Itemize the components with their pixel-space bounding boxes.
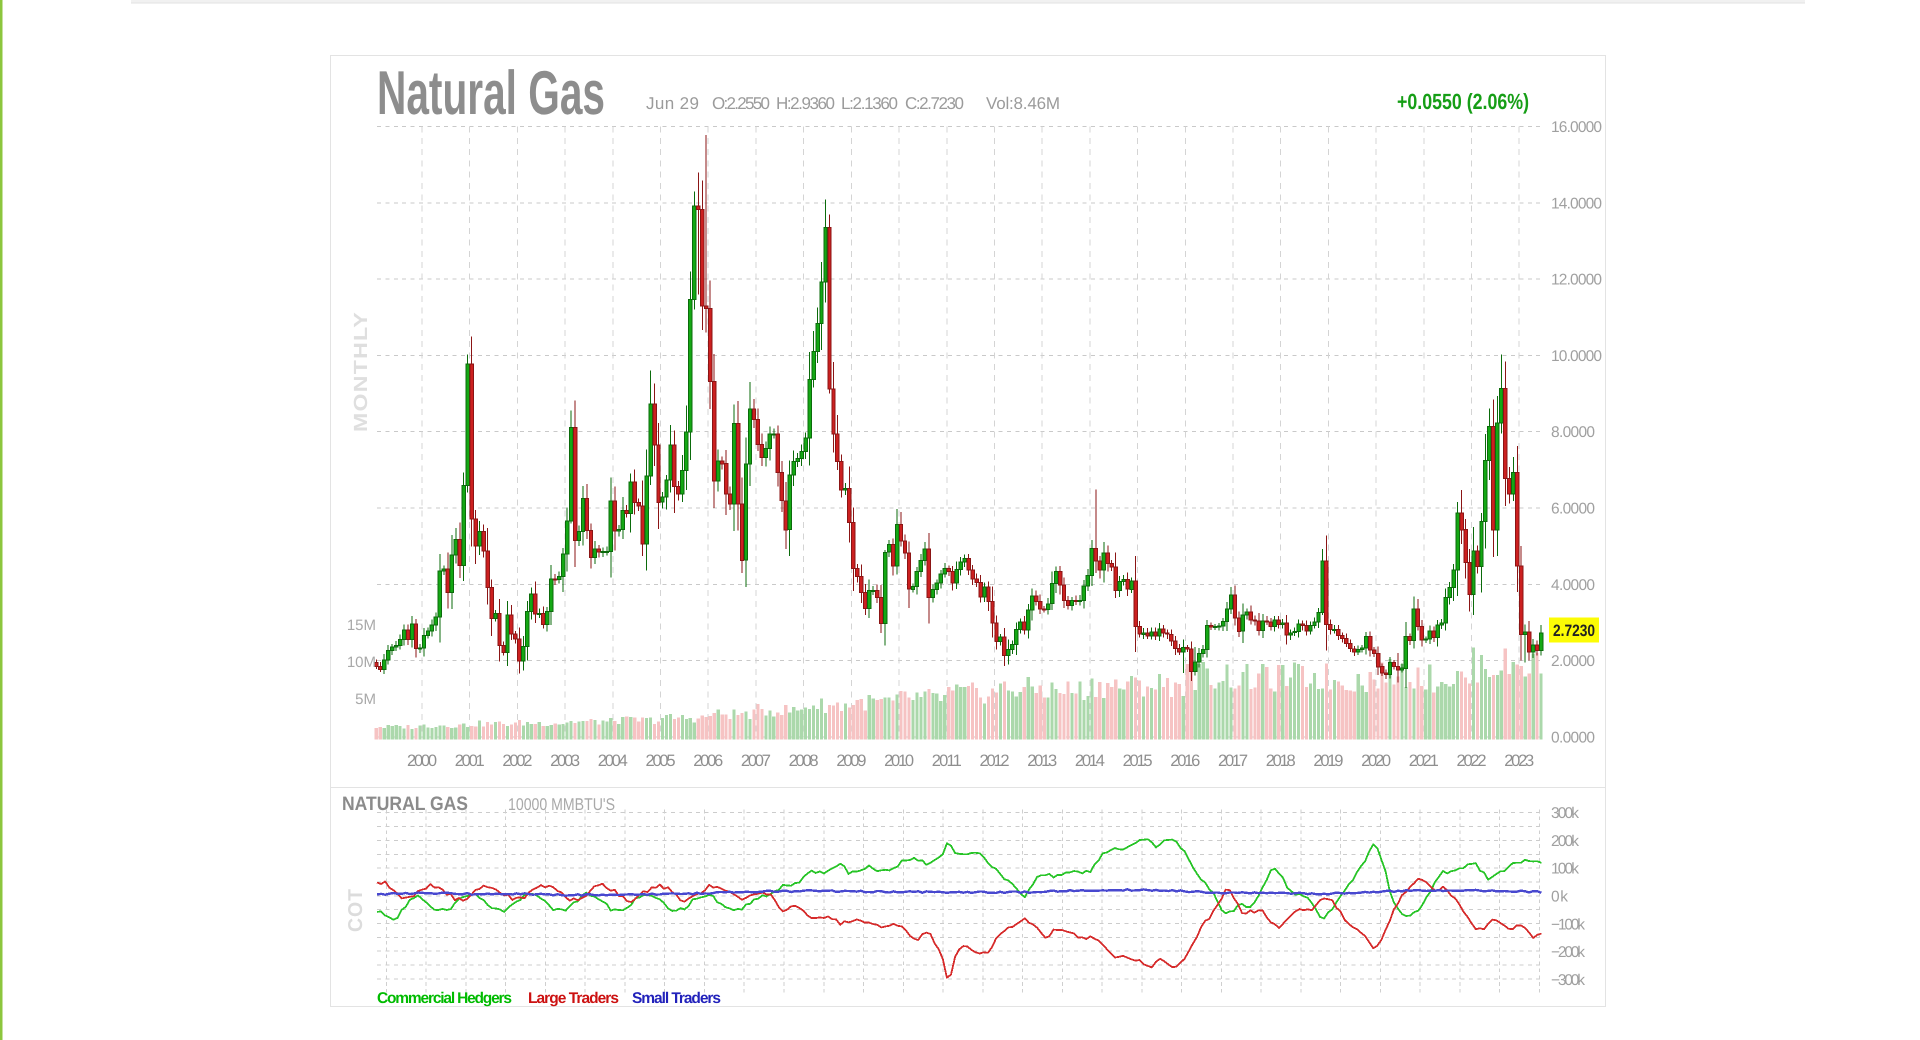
svg-text:2020: 2020 bbox=[1361, 752, 1391, 770]
svg-text:−300k: −300k bbox=[1551, 972, 1585, 989]
svg-text:2002: 2002 bbox=[502, 752, 532, 770]
svg-text:2017: 2017 bbox=[1218, 752, 1248, 770]
svg-text:O:2.2550: O:2.2550 bbox=[712, 94, 770, 113]
svg-text:0k: 0k bbox=[1551, 889, 1568, 906]
svg-text:2023: 2023 bbox=[1504, 752, 1534, 770]
svg-text:2009: 2009 bbox=[836, 752, 866, 770]
svg-text:2018: 2018 bbox=[1266, 752, 1296, 770]
svg-text:4.0000: 4.0000 bbox=[1551, 577, 1595, 594]
svg-text:2019: 2019 bbox=[1313, 752, 1343, 770]
svg-text:MONTHLY: MONTHLY bbox=[351, 311, 372, 432]
svg-text:2014: 2014 bbox=[1075, 752, 1105, 770]
svg-text:C:2.7230: C:2.7230 bbox=[905, 94, 964, 113]
svg-text:NATURAL GAS: NATURAL GAS bbox=[342, 793, 468, 815]
svg-text:COT: COT bbox=[345, 888, 367, 932]
svg-text:Small Traders: Small Traders bbox=[632, 990, 721, 1007]
svg-text:2.7230: 2.7230 bbox=[1553, 622, 1595, 640]
svg-text:H:2.9360: H:2.9360 bbox=[776, 94, 835, 113]
svg-text:2013: 2013 bbox=[1027, 752, 1057, 770]
svg-text:10M: 10M bbox=[347, 654, 376, 671]
svg-text:+0.0550 (2.06%): +0.0550 (2.06%) bbox=[1397, 89, 1529, 114]
svg-text:Large Traders: Large Traders bbox=[528, 990, 619, 1007]
svg-text:2016: 2016 bbox=[1170, 752, 1200, 770]
svg-text:8.0000: 8.0000 bbox=[1551, 424, 1595, 441]
svg-text:2011: 2011 bbox=[932, 752, 962, 770]
svg-text:14.0000: 14.0000 bbox=[1551, 195, 1602, 212]
svg-text:−100k: −100k bbox=[1551, 916, 1585, 933]
svg-text:2015: 2015 bbox=[1123, 752, 1153, 770]
svg-text:2000: 2000 bbox=[407, 752, 437, 770]
svg-text:200k: 200k bbox=[1551, 833, 1579, 850]
svg-text:2012: 2012 bbox=[980, 752, 1010, 770]
svg-text:Natural Gas: Natural Gas bbox=[377, 59, 605, 128]
svg-text:2008: 2008 bbox=[789, 752, 819, 770]
svg-text:2003: 2003 bbox=[550, 752, 580, 770]
svg-text:Vol:8.46M: Vol:8.46M bbox=[986, 94, 1060, 113]
svg-text:10.0000: 10.0000 bbox=[1551, 348, 1602, 365]
svg-text:15M: 15M bbox=[347, 617, 376, 634]
svg-text:5M: 5M bbox=[355, 691, 376, 708]
svg-text:10000 MMBTU'S: 10000 MMBTU'S bbox=[508, 795, 615, 814]
svg-text:2022: 2022 bbox=[1457, 752, 1487, 770]
svg-text:300k: 300k bbox=[1551, 805, 1579, 822]
svg-text:100k: 100k bbox=[1551, 861, 1579, 878]
svg-text:16.0000: 16.0000 bbox=[1551, 119, 1602, 136]
svg-text:2004: 2004 bbox=[598, 752, 628, 770]
svg-text:2021: 2021 bbox=[1409, 752, 1439, 770]
svg-text:0.0000: 0.0000 bbox=[1551, 729, 1595, 746]
svg-text:2006: 2006 bbox=[693, 752, 723, 770]
svg-text:Jun 29: Jun 29 bbox=[646, 94, 699, 113]
svg-text:−200k: −200k bbox=[1551, 944, 1585, 961]
svg-text:2001: 2001 bbox=[455, 752, 485, 770]
svg-text:L:2.1360: L:2.1360 bbox=[841, 94, 898, 113]
svg-text:12.0000: 12.0000 bbox=[1551, 272, 1602, 289]
svg-text:Commercial Hedgers: Commercial Hedgers bbox=[377, 990, 512, 1007]
svg-text:2005: 2005 bbox=[646, 752, 676, 770]
svg-text:6.0000: 6.0000 bbox=[1551, 501, 1595, 518]
svg-text:2010: 2010 bbox=[884, 752, 914, 770]
svg-text:2007: 2007 bbox=[741, 752, 771, 770]
svg-text:2.0000: 2.0000 bbox=[1551, 653, 1595, 670]
